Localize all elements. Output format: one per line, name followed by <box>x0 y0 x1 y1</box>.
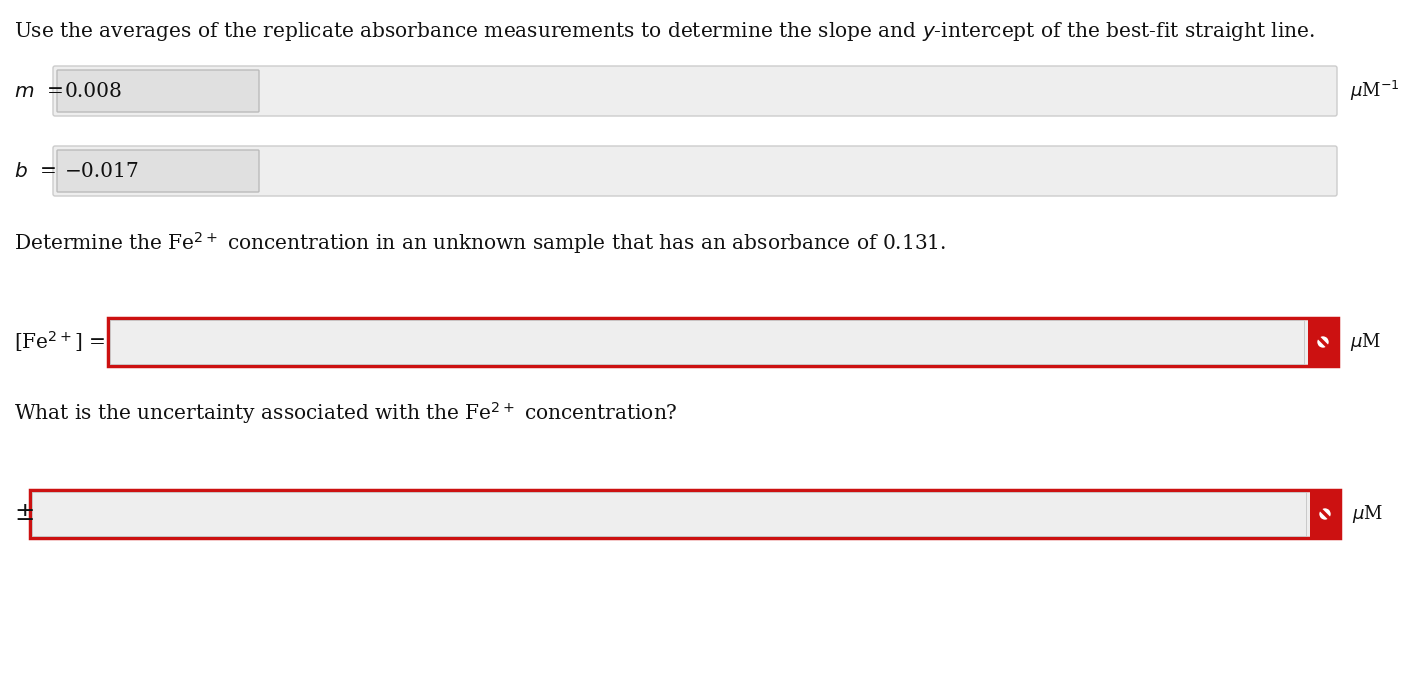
Bar <box>108 318 1339 366</box>
FancyBboxPatch shape <box>57 150 259 192</box>
Bar <box>1310 490 1340 538</box>
Text: $b$  =: $b$ = <box>14 162 57 180</box>
Bar <box>33 492 1306 536</box>
Text: What is the uncertainty associated with the Fe$^{2+}$ concentration?: What is the uncertainty associated with … <box>14 400 678 426</box>
Text: Determine the Fe$^{2+}$ concentration in an unknown sample that has an absorbanc: Determine the Fe$^{2+}$ concentration in… <box>14 230 946 256</box>
Bar <box>1313 502 1337 526</box>
Circle shape <box>1317 507 1333 521</box>
Circle shape <box>1316 335 1330 350</box>
Text: Use the averages of the replicate absorbance measurements to determine the slope: Use the averages of the replicate absorb… <box>14 20 1314 43</box>
FancyBboxPatch shape <box>52 146 1337 196</box>
FancyBboxPatch shape <box>57 70 259 112</box>
Text: $\mu$M: $\mu$M <box>1350 331 1381 353</box>
Text: $\mu$M$^{-1}$: $\mu$M$^{-1}$ <box>1350 79 1400 103</box>
Text: $\pm$: $\pm$ <box>14 502 34 525</box>
Bar <box>1312 330 1334 354</box>
Bar <box>1307 318 1339 366</box>
Bar <box>111 320 1305 364</box>
Text: 0.008: 0.008 <box>65 81 123 101</box>
Text: $\mu$M: $\mu$M <box>1351 503 1383 525</box>
Text: [Fe$^{2+}$] =: [Fe$^{2+}$] = <box>14 330 106 355</box>
Text: −0.017: −0.017 <box>65 162 140 180</box>
Bar <box>30 490 1340 538</box>
FancyBboxPatch shape <box>52 66 1337 116</box>
Text: $m$  =: $m$ = <box>14 81 64 101</box>
